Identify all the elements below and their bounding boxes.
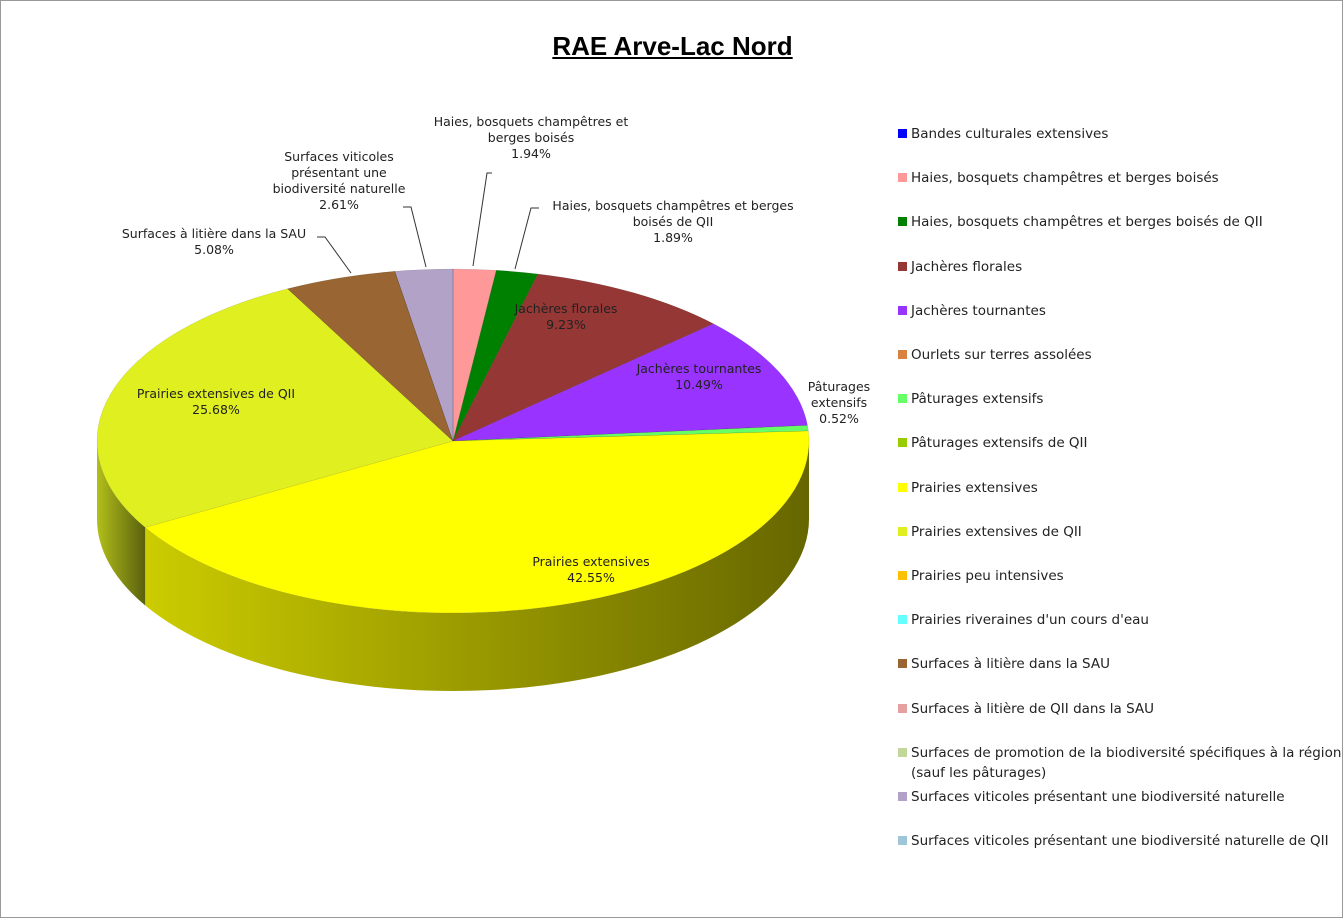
data-label: Prairies extensives 42.55% <box>506 554 676 586</box>
legend-swatch <box>898 394 907 404</box>
data-label-value: 5.08% <box>194 242 234 257</box>
legend-swatch <box>898 261 907 271</box>
data-label: Haies, bosquets champêtres et berges boi… <box>533 198 813 246</box>
pie-slice <box>452 268 497 442</box>
legend-swatch <box>898 792 907 801</box>
leader-line <box>514 207 539 270</box>
data-label: Jachères florales 9.23% <box>506 301 626 333</box>
legend-label: Haies, bosquets champêtres et berges boi… <box>911 170 1219 187</box>
pie-slice <box>96 288 454 528</box>
data-label-value: 1.94% <box>511 146 551 161</box>
legend-swatch <box>898 173 907 183</box>
data-label-category: Prairies extensives <box>532 554 650 569</box>
legend-label: Surfaces viticoles présentant une biodiv… <box>911 833 1329 850</box>
chart-title: RAE Arve-Lac Nord <box>552 31 793 61</box>
legend-label: Jachères tournantes <box>911 302 1046 319</box>
legend-label: Bandes culturales extensives <box>911 126 1109 142</box>
legend-label: Prairies extensives de QII <box>911 523 1082 540</box>
legend-swatch <box>898 571 907 580</box>
legend-swatch <box>898 836 907 846</box>
pie-slice <box>452 270 539 442</box>
leader-line <box>317 236 352 274</box>
legend-label: Haies, bosquets champêtres et berges boi… <box>911 214 1263 231</box>
data-label-category: Jachères florales <box>514 301 618 316</box>
pie-slice <box>144 430 810 614</box>
legend-swatch <box>898 482 907 492</box>
legend-label: Surfaces à litière de QII dans la SAU <box>911 700 1155 717</box>
data-label: Haies, bosquets champêtres et berges boi… <box>416 114 646 162</box>
legend-label: Pâturages extensifs <box>911 391 1044 408</box>
data-label: Pâturages extensifs 0.52% <box>799 379 879 427</box>
legend-label: Surfaces viticoles présentant une biodiv… <box>911 789 1285 805</box>
legend-swatch <box>898 526 907 536</box>
data-label-category: Haies, bosquets champêtres et berges boi… <box>433 114 629 145</box>
pie-slice <box>287 288 454 442</box>
legend-label: Pâturages extensifs de QII <box>911 435 1088 452</box>
data-label-value: 9.23% <box>546 317 586 332</box>
legend-swatch <box>898 129 907 138</box>
legend-label: Prairies peu intensives <box>911 568 1064 584</box>
pie-slice <box>287 271 454 442</box>
data-label-category: Haies, bosquets champêtres et berges boi… <box>552 198 794 229</box>
legend-label: Ourlets sur terres assolées <box>911 347 1092 363</box>
data-label-value: 1.89% <box>653 230 693 245</box>
legend-label: Prairies extensives <box>911 479 1038 496</box>
data-label-value: 42.55% <box>567 570 615 585</box>
legend-swatch <box>898 615 907 625</box>
legend-label: Jachères florales <box>911 258 1023 275</box>
pie-sides <box>97 441 810 692</box>
leader-line <box>403 206 427 268</box>
data-label: Prairies extensives de QII 25.68% <box>116 386 316 418</box>
legend-label: Surfaces à litière dans la SAU <box>911 656 1110 673</box>
pie-tops <box>96 268 810 614</box>
data-label-value: 10.49% <box>675 377 723 392</box>
pie-slice <box>287 288 454 442</box>
pie-side <box>97 441 146 606</box>
data-label-value: 25.68% <box>192 402 240 417</box>
leader-line <box>472 172 492 267</box>
data-label: Surfaces à litière dans la SAU 5.08% <box>104 226 324 258</box>
data-label-category: Jachères tournantes <box>636 361 762 376</box>
data-label-category: Surfaces viticoles présentant une biodiv… <box>272 149 406 196</box>
pie-slice <box>452 425 809 442</box>
data-label-category: Prairies extensives de QII <box>136 386 296 401</box>
pie-side <box>145 441 810 692</box>
legend-swatch <box>898 659 907 669</box>
legend-swatch <box>898 747 907 757</box>
legend-swatch <box>898 438 907 448</box>
data-label: Surfaces viticoles présentant une biodiv… <box>254 149 424 213</box>
pie-slice <box>452 323 808 442</box>
data-label-value: 0.52% <box>819 411 859 426</box>
legend-swatch <box>898 305 907 315</box>
data-label-value: 2.61% <box>319 197 359 212</box>
pie-slice <box>452 273 715 442</box>
data-label: Jachères tournantes 10.49% <box>624 361 774 393</box>
legend-swatch <box>898 703 907 713</box>
legend-swatch <box>898 350 907 359</box>
legend-label: Surfaces de promotion de la biodiversité… <box>911 744 1342 781</box>
data-label-category: Pâturages extensifs <box>807 379 871 410</box>
data-label-category: Surfaces à litière dans la SAU <box>121 226 307 241</box>
legend-label: Prairies riveraines d'un cours d'eau <box>911 612 1149 629</box>
pie-slice <box>394 268 454 442</box>
legend-swatch <box>898 217 907 227</box>
